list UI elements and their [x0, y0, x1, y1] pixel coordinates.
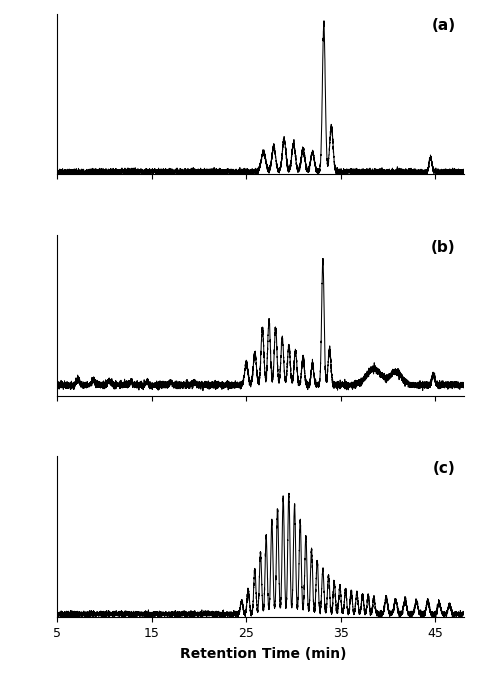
Text: (b): (b)	[431, 240, 456, 255]
Text: (c): (c)	[433, 461, 456, 477]
Text: (a): (a)	[432, 18, 456, 33]
Text: Retention Time (min): Retention Time (min)	[180, 647, 346, 661]
